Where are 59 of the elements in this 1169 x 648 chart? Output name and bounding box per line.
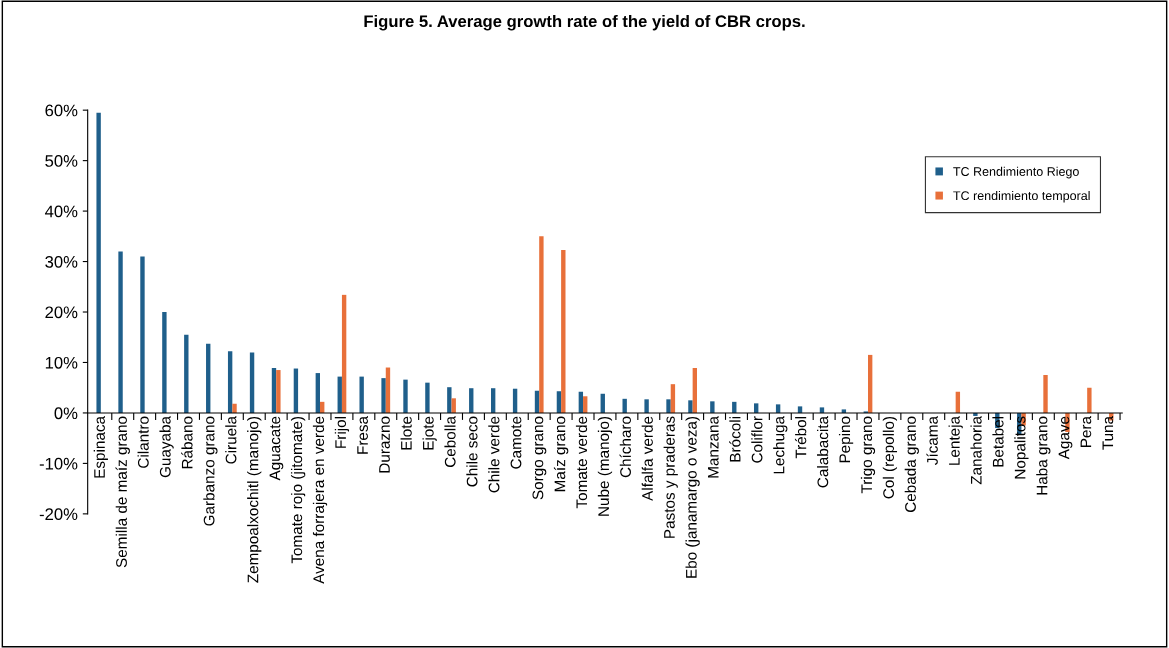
x-tick-label: Pastos y praderas <box>663 416 678 538</box>
x-tick-label: Tomate verde <box>575 416 588 509</box>
x-tick-label: Col (repollo) <box>882 416 898 499</box>
x-tick-label: Tomate rojo (jitomate) <box>290 416 306 564</box>
x-tick-label: Guayaba <box>159 415 174 478</box>
x-tick-label: Aguacate <box>269 416 284 481</box>
x-tick-label: Chile verde <box>488 416 500 493</box>
y-tick-label: 50% <box>45 155 78 167</box>
x-tick-label: Avena forrajera en verde <box>312 416 328 584</box>
x-tick-label: Cebolla <box>444 415 456 467</box>
y-tick-label: 40% <box>44 205 78 218</box>
x-tick-label: Pera <box>1080 415 1092 447</box>
x-tick-label: Camote <box>510 416 522 469</box>
x-tick-label: Semilla de maíz grano <box>115 416 130 568</box>
x-tick-label: Tuna <box>1102 415 1114 450</box>
x-tick-label: Sorgo grano <box>532 416 547 500</box>
y-tick-label: 10% <box>45 356 78 369</box>
x-tick-label: Coliflor <box>751 416 763 463</box>
x-tick-label: Trigo grano <box>860 416 876 494</box>
legend-label: TC Rendimiento Riego <box>953 166 1079 179</box>
x-tick-label: Calabacita <box>817 415 829 488</box>
x-tick-label: Ejote <box>422 416 437 450</box>
x-tick-label: Cilantro <box>137 416 149 468</box>
x-tick-label: Trébol <box>794 416 807 459</box>
x-tick-label: Espinaca <box>93 415 108 478</box>
x-tick-label: Ebo (janamargo o veza) <box>685 416 700 578</box>
x-tick-label: Manzana <box>707 415 719 478</box>
x-tick-label: Lenteja <box>948 415 963 465</box>
y-tick-label: 20% <box>45 306 78 319</box>
x-tick-label: Garbanzo grano <box>203 416 218 526</box>
x-tick-label: Lechuga <box>773 415 788 474</box>
x-tick-label: Zanahoria <box>970 415 982 485</box>
x-tick-label: Rábano <box>181 416 193 469</box>
x-tick-label: Elote <box>400 416 412 450</box>
y-tick-label: 0% <box>54 407 78 420</box>
x-tick-label: Haba grano <box>1036 416 1051 495</box>
y-tick-label: 30% <box>45 255 78 268</box>
y-tick-label: 60% <box>45 104 78 117</box>
x-tick-label: Nube (manojo) <box>597 416 613 516</box>
x-tick-label: Agave <box>1058 416 1073 460</box>
x-tick-label: Cebada grano <box>904 416 919 513</box>
y-tick-label: -20% <box>39 508 78 521</box>
x-tick-label: Pepino <box>838 416 854 463</box>
x-tick-label: Fresa <box>357 415 368 454</box>
x-tick-label: Betabel <box>992 416 1004 467</box>
x-tick-label: Ciruela <box>225 415 237 464</box>
y-tick-label: -10% <box>39 457 78 470</box>
x-tick-label: Chícharo <box>619 416 631 478</box>
chart-title: Figure 5. Average growth rate of the yield of CBR crops. <box>364 14 805 31</box>
x-tick-label: Zempoalxochitl (manojo) <box>247 416 262 583</box>
x-tick-label: Brócoli <box>729 416 741 462</box>
x-tick-label: Chile seco <box>466 416 478 487</box>
legend-label: TC rendimiento temporal <box>953 190 1090 203</box>
x-tick-label: Nopalitos <box>1014 416 1029 479</box>
x-tick-label: Jícama <box>926 415 938 465</box>
x-tick-label: Durazno <box>379 416 390 473</box>
x-tick-label: Alfalfa verde <box>641 416 653 501</box>
x-tick-label: Frijol <box>334 416 350 448</box>
x-tick-label: Maíz grano <box>553 416 569 492</box>
